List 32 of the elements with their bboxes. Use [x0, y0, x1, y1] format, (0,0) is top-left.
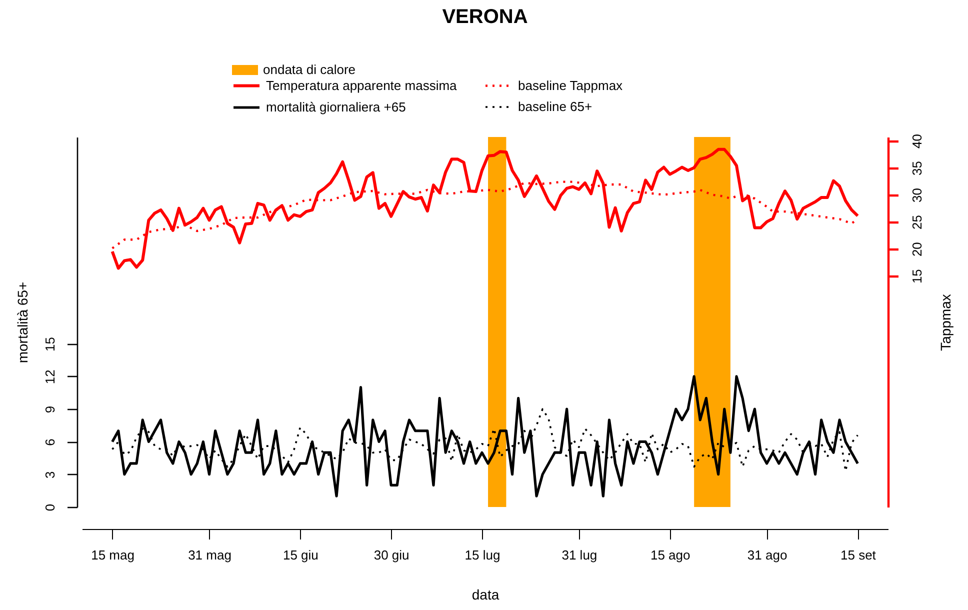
y2-tick-label: 30	[910, 188, 924, 203]
y2-tick-label: 20	[910, 242, 924, 257]
x-tick-label: 15 mag	[91, 548, 134, 562]
y2-axis-title: Tappmax	[938, 294, 954, 351]
legend-label: mortalità giornaliera +65	[266, 100, 406, 114]
legend-label: Temperatura apparente massima	[266, 78, 458, 93]
x-tick-label: 15 giu	[282, 548, 318, 562]
y2-tick-label: 40	[910, 134, 924, 149]
legend-label: baseline 65+	[518, 99, 592, 114]
chart-title: VERONA	[442, 6, 528, 28]
y2-tick-label: 25	[910, 215, 924, 230]
x-axis-title: data	[472, 586, 500, 602]
legend-label: ondata di calore	[263, 62, 356, 77]
y-tick-label: 0	[42, 504, 58, 512]
x-tick-label: 15 lug	[464, 548, 500, 562]
x-tick-label: 15 set	[840, 548, 876, 562]
y-tick-label: 15	[42, 337, 58, 352]
y-tick-label: 12	[42, 370, 58, 384]
y-tick-label: 9	[42, 406, 58, 414]
y-tick-label: 6	[42, 438, 58, 446]
x-tick-label: 31 lug	[562, 548, 598, 562]
y2-tick-label: 15	[910, 269, 924, 284]
x-tick-label: 30 giu	[374, 548, 410, 562]
x-tick-label: 31 ago	[747, 548, 788, 562]
line-series	[111, 375, 859, 498]
legend-label: baseline Tappmax	[518, 78, 624, 93]
y2-tick-label: 35	[910, 161, 924, 176]
line-series	[110, 148, 860, 270]
x-tick-label: 31 mag	[188, 548, 232, 562]
y-axis-title: mortalità 65+	[14, 282, 30, 364]
y-tick-label: 3	[42, 471, 58, 478]
x-tick-label: 15 ago	[650, 548, 690, 562]
